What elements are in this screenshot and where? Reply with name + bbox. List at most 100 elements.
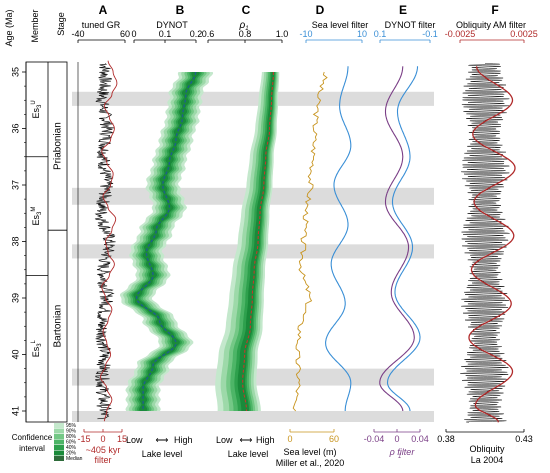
panel-e-title: DYNOT filter [385,20,436,30]
panel-d-top-axis-tick-label-0: -10 [299,29,312,39]
panel-d-title: Sea level filter [312,20,369,30]
legend-label-2: 80% [66,434,77,440]
low-label-c: Low [216,435,233,445]
member-sub: 3 [37,343,43,347]
member-main: Es [31,346,41,357]
obliquity-caption-line2: La 2004 [471,455,504,465]
panel-c-top-axis-tick-label-2: 1.0 [276,29,289,39]
legend-label-4: 40% [66,445,77,451]
panel-f-bottom-axis-tick-label-0: 0.38 [437,434,455,444]
panel-b-top-axis-tick-label-2: 0.2 [190,29,203,39]
panel-letter-f: F [491,3,498,17]
member-sup: L [31,339,37,343]
legend-swatch-2 [54,434,64,439]
member-main: Es [31,107,41,118]
member-sup: U [31,100,37,104]
legend-title-line1: Confidence [12,433,53,442]
panel-c-top-axis-tick-label-0: 0.6 [202,29,215,39]
obliquity-line [460,63,510,423]
panel-b-top-axis-tick-label-1: 0.1 [159,29,172,39]
panel-letter-a: A [99,3,108,17]
panel-b-dynot [120,71,214,411]
kyr-filter-caption-line2: filter [94,455,111,465]
rho-filter-caption: ρ filter [389,447,416,457]
panel-f-top-axis-tick-label-0: -0.0025 [445,29,476,39]
sea-level-caption: Sea level (m) [283,447,336,457]
panel-d-sea-level [292,66,352,412]
legend-swatch-4 [54,445,64,450]
panel-letter-b: B [176,3,185,17]
kyr-filter-line [100,60,118,422]
obliquity-am-filter-line [468,66,516,423]
kyr-filter-caption-line1: ~405 kyr [86,445,121,455]
legend-label-0: 95% [66,423,77,429]
high-label-b: High [174,435,193,445]
arrow-b: ⟷ [156,435,169,445]
panel-e-bottom-axis-tick-label-2: 0.04 [411,434,429,444]
legend-label-5: 20% [66,451,77,457]
member-label-1: Es3M [31,207,43,226]
member-main: Es [31,215,41,226]
age-tick-label-3: 38 [10,236,20,246]
panel-b-title: DYNOT [156,20,188,30]
rho-median-line [242,72,274,412]
panel-b-top-axis-tick-label-0: 0 [131,29,136,39]
legend-label-6: Median [66,456,83,462]
legend-swatch-1 [54,428,64,434]
rho-filter-text: ρ filter [389,447,416,457]
rho-filter-sub: 1 [398,454,401,460]
panel-a-title: tuned GR [82,20,121,30]
panel-e-bottom-axis-tick-label-0: -0.04 [364,434,385,444]
stage-label-0: Priabonian [53,122,64,170]
rho-filter-line [379,66,415,412]
panel-c-title: ρ1 [238,20,248,32]
panel-a-tuned-gr [77,60,118,422]
panel-e-top-axis-tick-label-1: -0.1 [422,29,438,39]
member-label-2: Es3L [31,339,43,357]
arrow-c: ⟷ [240,435,253,445]
legend-label-3: 60% [66,440,77,446]
panel-a-bottom-axis-tick-label-0: -15 [77,434,90,444]
panel-f-top-axis-tick-label-1: 0.0025 [510,29,538,39]
sea-level-filter-line [325,66,352,411]
panel-d-bottom-axis-tick-label-0: 0 [287,434,292,444]
panel-letter-c: C [242,3,251,17]
confidence-legend: Confidence interval 95%90%80%60%40%20%Med… [12,423,83,462]
stage-label-1: Bartonian [53,305,64,348]
panel-e-bottom-axis-tick-label-1: 0 [394,434,399,444]
lake-level-caption-c: Lake level [228,449,269,459]
panel-d-top-axis-tick-label-1: 10 [357,29,367,39]
panel-c-title-sub: 1 [245,26,248,32]
panel-f-title: Obliquity AM filter [456,20,526,30]
legend-swatch-5 [54,450,64,456]
dynot-confidence-band-2 [126,72,207,411]
legend-title-line2: interval [19,444,45,453]
panel-letter-e: E [399,3,407,17]
member-column-label: Member [30,9,40,42]
high-label-c: High [256,435,275,445]
legend-label-1: 90% [66,429,77,435]
member-label-0: Es3U [31,100,43,118]
lake-level-caption-b: Lake level [142,449,183,459]
sea-level-source: Miller et al., 2020 [276,458,345,468]
panel-a-bottom-axis-tick-label-2: 15 [117,434,127,444]
tuned-gr-line [94,63,116,420]
legend-swatch-3 [54,439,64,445]
gray-band-0 [72,91,434,106]
panel-d-bottom-axis-tick-label-1: 60 [329,434,339,444]
panel-f-obliquity [446,62,524,423]
panel-e-top-axis-tick-label-0: 0.1 [374,29,387,39]
member-sub: 3 [37,104,43,108]
panel-e-dynot-filter [379,66,421,412]
panel-a-top-axis-tick-label-1: 60 [120,29,130,39]
legend-title: Confidence interval [12,433,53,453]
panel-c-top-axis-tick-label-1: 0.8 [239,29,252,39]
panel-letter-d: D [316,3,325,17]
legend-swatch-0 [54,423,64,428]
age-tick-label-5: 40 [10,349,20,359]
dynot-median-line [135,71,197,411]
age-tick-label-1: 36 [10,123,20,133]
low-label-b: Low [126,435,143,445]
stage-column-label: Stage [56,12,66,36]
